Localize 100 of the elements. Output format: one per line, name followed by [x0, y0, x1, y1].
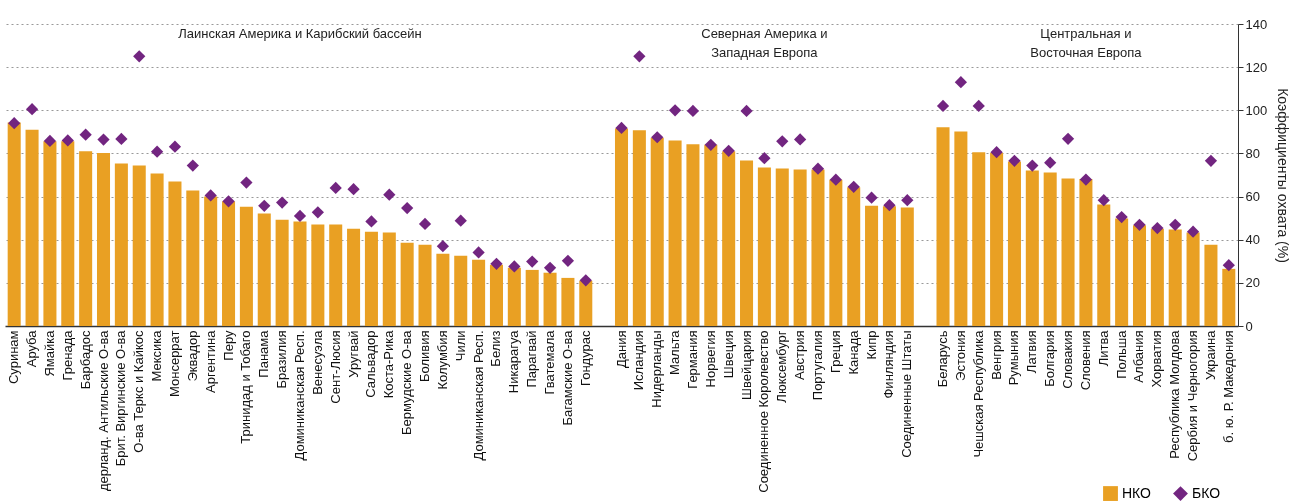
annotation: Северная Америка и Западная Европа	[701, 26, 828, 60]
y-tick-label: 60	[1245, 189, 1260, 205]
x-tick-label: Чешская Республика	[970, 329, 986, 458]
bar	[740, 160, 754, 326]
x-tick-label: Перу	[220, 330, 236, 361]
bar	[347, 228, 361, 326]
bar	[132, 165, 146, 326]
x-tick-label: Болгария	[1042, 330, 1058, 387]
bar	[418, 244, 432, 326]
x-tick-label: О-ва Теркс и Кайкос	[131, 330, 147, 453]
y-tick-label: 40	[1245, 232, 1260, 248]
bar	[79, 151, 93, 326]
x-tick-label: Мальта	[667, 329, 683, 376]
bar	[561, 277, 575, 326]
annotation: Лаинская Америка и Карибский бассейн	[178, 26, 422, 41]
x-tick-label: Кипр	[863, 330, 879, 360]
x-tick-label: Швеция	[720, 330, 736, 379]
bar	[954, 131, 968, 326]
x-tick-label: Эстония	[952, 330, 968, 381]
x-tick-label: Ямайка	[41, 329, 57, 377]
x-tick-label: Багамские О-ва	[559, 329, 575, 426]
x-tick-label: Дания	[613, 330, 629, 369]
x-tick-label: Португалия	[809, 330, 825, 401]
bar	[186, 190, 200, 326]
bar	[686, 144, 700, 326]
x-tick-label: Доминиканская Респ.	[291, 330, 307, 461]
bar	[168, 181, 182, 326]
x-tick-label: Греция	[827, 330, 843, 374]
x-tick-label: Панама	[256, 329, 272, 378]
x-tick-label: Австрия	[792, 330, 808, 380]
x-tick-label: Тринидад и Тобаго	[238, 330, 254, 444]
x-tick-label: Финляндия	[881, 330, 897, 399]
x-tick-label: Словения	[1077, 330, 1093, 391]
bar	[1061, 178, 1075, 326]
x-tick-label: Соединенное Королевство	[756, 330, 772, 493]
bar	[936, 127, 950, 326]
bar	[972, 152, 986, 326]
x-tick-label: Венесуэла	[309, 329, 325, 395]
bar	[454, 255, 468, 326]
y-tick-label: 80	[1245, 145, 1260, 161]
x-tick-label: Мексика	[149, 329, 165, 382]
x-tick-label: Люксембург	[774, 330, 790, 403]
x-tick-label: Латвия	[1024, 330, 1040, 374]
bar	[275, 219, 289, 326]
x-tick-label: Брит. Виргинские О-ва	[113, 329, 129, 467]
x-tick-label: Аруба	[24, 329, 40, 368]
x-tick-label: Сент-Люсия	[327, 330, 343, 404]
x-tick-label: Барбадос	[77, 330, 93, 390]
x-tick-label: Швейцария	[738, 330, 754, 400]
x-tick-label: Колумбия	[434, 330, 450, 390]
x-tick-label: Нидерланды	[649, 330, 665, 408]
x-tick-label: Украина	[1202, 329, 1218, 380]
x-tick-label: Чили	[452, 330, 468, 362]
x-tick-label: Норвегия	[702, 330, 718, 388]
x-tick-label: Боливия	[417, 330, 433, 383]
x-tick-label: Коста-Рика	[381, 329, 397, 399]
y-axis-title: Коэффициенты охвата (%)	[1275, 88, 1292, 263]
bar	[632, 130, 646, 326]
y-tick-label: 0	[1245, 318, 1253, 334]
x-tick-label: Бразилия	[274, 330, 290, 389]
x-tick-label: Парагвай	[524, 330, 540, 388]
x-tick-label: Беларусь	[935, 330, 951, 388]
bar	[400, 242, 414, 326]
legend-label: БКО	[1192, 484, 1221, 501]
x-tick-label: Германия	[684, 330, 700, 389]
x-tick-label: Белиз	[488, 330, 504, 367]
x-tick-label: дерланд. Антильские О-ва	[95, 329, 111, 492]
x-tick-label: Исландия	[631, 330, 647, 391]
x-tick-label: Республика Молдова	[1167, 329, 1183, 459]
x-tick-label: Гондурас	[577, 330, 593, 386]
bar	[150, 173, 164, 326]
bar	[329, 224, 343, 326]
bar	[668, 140, 682, 326]
x-tick-label: Канада	[845, 329, 861, 375]
x-tick-label: б. ю. Р. Македония	[1220, 330, 1236, 443]
legend-label: НКО	[1122, 484, 1152, 501]
x-tick-label: Хорватия	[1149, 330, 1165, 388]
y-tick-label: 140	[1245, 16, 1268, 32]
x-tick-label: Аргентина	[202, 329, 218, 393]
x-tick-label: Монсеррат	[166, 330, 182, 397]
x-tick-label: Суринам	[6, 330, 22, 385]
x-tick-label: Румыния	[1006, 330, 1022, 386]
bar	[114, 163, 128, 326]
annotation: Центральная и Восточная Европа	[1030, 26, 1143, 60]
x-tick-label: Венгрия	[988, 330, 1004, 380]
x-tick-label: Бермудские О-ва	[399, 329, 415, 435]
y-tick-label: 20	[1245, 275, 1260, 291]
x-tick-label: Гренада	[59, 329, 75, 381]
bar	[793, 169, 807, 326]
x-tick-label: Словакия	[1060, 330, 1076, 389]
x-tick-label: Уругвай	[345, 330, 361, 378]
x-tick-label: Эквадор	[184, 330, 200, 382]
bar	[96, 153, 111, 326]
x-tick-label: Сальвадор	[363, 330, 379, 398]
y-tick-label: 120	[1245, 59, 1268, 75]
bar	[1204, 244, 1218, 326]
x-tick-label: Литва	[1095, 329, 1111, 367]
y-tick-label: 100	[1245, 102, 1268, 118]
bar	[25, 129, 39, 326]
bar	[311, 224, 325, 326]
